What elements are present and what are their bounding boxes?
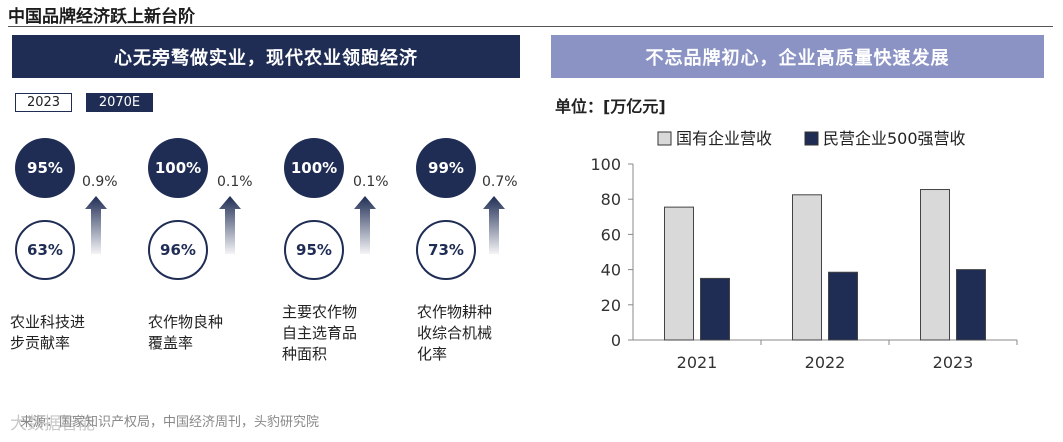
right-banner: 不忘品牌初心，企业高质量快速发展	[551, 35, 1044, 78]
circle-2023-value: 95%	[284, 220, 344, 280]
up-arrow-icon	[354, 196, 376, 254]
bar-state-owned-2023	[920, 189, 950, 341]
circle-2070-value: 100%	[284, 138, 344, 198]
y-tick-label: 80	[601, 190, 621, 209]
metric-mechanization: 99% 73% 0.7% 农作物耕种 收综合机械 化率	[416, 0, 541, 420]
source-note: 来源：国家知识产权局，中国经济周刊，头豹研究院	[20, 415, 320, 430]
bar-private-500-2022	[828, 271, 858, 341]
up-arrow-icon	[85, 196, 107, 254]
y-tick-label: 0	[611, 331, 621, 350]
up-arrow-icon	[483, 196, 505, 254]
revenue-bar-chart: 国有企业营收 民营企业500强营收 0 20 40 60 80 100 2021 2022 2023	[590, 129, 1018, 372]
legend-swatch	[657, 131, 672, 146]
metric-agri-tech: 95% 63% 0.9% 农业科技进 步贡献率	[10, 0, 140, 420]
y-tick-label: 60	[601, 225, 621, 244]
left-banner: 心无旁骛做实业，现代农业领跑经济	[12, 35, 520, 78]
metric-label-line: 自主选育品	[282, 324, 358, 342]
bar-private-500-2023	[956, 269, 986, 341]
circle-2023-value: 96%	[148, 220, 208, 280]
metric-label-line: 主要农作物	[282, 303, 358, 321]
metric-label-line: 化率	[417, 345, 448, 363]
circle-2070-value: 95%	[15, 138, 75, 198]
legend-label: 国有企业营收	[676, 129, 772, 148]
increase-rate: 0.1%	[217, 174, 253, 190]
increase-rate: 0.9%	[82, 174, 118, 190]
bar-state-owned-2022	[792, 194, 822, 341]
metric-label-line: 农业科技进	[10, 313, 86, 331]
x-tick-label: 2023	[933, 353, 974, 372]
y-tick-label: 100	[590, 155, 621, 174]
metric-label: 农作物良种 覆盖率	[148, 312, 223, 354]
x-tick-label: 2021	[677, 353, 718, 372]
metric-label: 农作物耕种 收综合机械 化率	[417, 302, 492, 365]
legend-2023: 2023	[15, 93, 72, 112]
increase-rate: 0.7%	[482, 174, 518, 190]
metric-label: 农业科技进 步贡献率	[10, 312, 85, 354]
bar-state-owned-2021	[664, 206, 694, 341]
legend-label: 民营企业500强营收	[823, 129, 966, 148]
unit-label: 单位：[万亿元]	[555, 97, 666, 116]
metric-label-line: 农作物耕种	[417, 303, 493, 321]
metric-seed-area: 100% 95% 0.1% 主要农作物 自主选育品 种面积	[282, 0, 409, 420]
legend-2070e: 2070E	[86, 93, 153, 112]
metric-label-line: 收综合机械	[417, 324, 493, 342]
metric-label-line: 步贡献率	[10, 334, 71, 352]
bar-private-500-2021	[700, 277, 730, 341]
y-tick-label: 40	[601, 261, 621, 280]
title-divider	[8, 26, 1053, 27]
page-title: 中国品牌经济跃上新台阶	[8, 7, 195, 27]
metric-seed-coverage: 100% 96% 0.1% 农作物良种 覆盖率	[148, 0, 273, 420]
metric-label-line: 覆盖率	[148, 334, 194, 352]
up-arrow-icon	[219, 196, 241, 254]
y-tick-label: 20	[601, 296, 621, 315]
metric-label-line: 种面积	[282, 345, 328, 363]
circle-2070-value: 99%	[416, 138, 476, 198]
legend-swatch	[804, 131, 819, 146]
circle-2023-value: 73%	[416, 220, 476, 280]
circle-2023-value: 63%	[15, 220, 75, 280]
increase-rate: 0.1%	[353, 174, 389, 190]
circle-2070-value: 100%	[148, 138, 208, 198]
watermark: 大数据智能	[10, 414, 95, 434]
metric-label: 主要农作物 自主选育品 种面积	[282, 302, 357, 365]
x-tick-label: 2022	[805, 353, 846, 372]
metric-label-line: 农作物良种	[148, 313, 224, 331]
